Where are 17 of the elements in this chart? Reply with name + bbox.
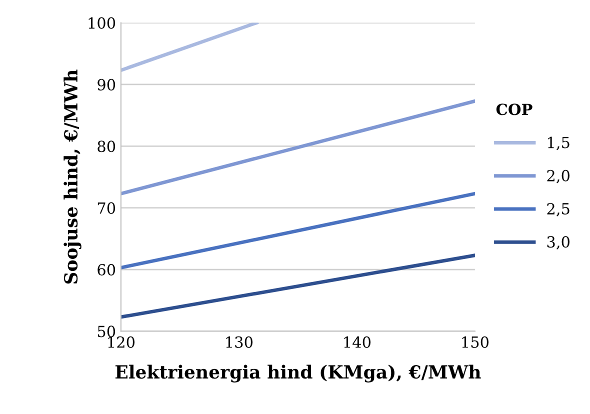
legend-label: 2,5 [547,202,570,216]
y-tick-label: 60 [98,264,116,276]
y-tick-label: 50 [98,326,116,338]
y-tick-label: 90 [98,78,116,90]
legend-label: 1,5 [548,136,570,150]
legend-title: COP [496,104,532,116]
legend-label: 2,0 [547,170,570,184]
y-tick-label: 70 [98,202,116,214]
x-axis-title: Elektrienergia hind (KMga), €/MWh [115,364,481,382]
legend-label: 3,0 [547,236,570,250]
y-tick-label: 80 [98,140,116,152]
x-tick-label: 130 [226,336,253,348]
x-tick-label: 140 [344,336,371,348]
y-tick-label: 100 [88,17,116,29]
x-tick-label: 150 [462,336,489,348]
x-tick-label: 120 [108,336,135,348]
y-axis-title: Soojuse hind, €/MWh [64,70,82,284]
